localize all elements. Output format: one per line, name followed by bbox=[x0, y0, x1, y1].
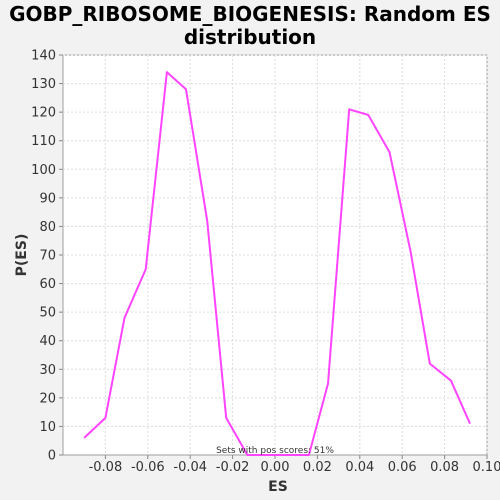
x-tick-label: 0.04 bbox=[345, 460, 374, 475]
y-tick-label: 140 bbox=[31, 49, 56, 64]
x-tick-label: -0.06 bbox=[131, 460, 165, 475]
series-line bbox=[83, 71, 471, 456]
x-tick-label: 0.06 bbox=[388, 460, 417, 475]
chart-title-line1: GOBP_RIBOSOME_BIOGENESIS: Random ES bbox=[9, 2, 491, 26]
y-tick-label: 70 bbox=[39, 249, 56, 264]
x-tick-label: -0.08 bbox=[89, 460, 123, 475]
y-tick-label: 90 bbox=[39, 191, 56, 206]
pos-scores-annotation: Sets with pos scores: 51% bbox=[216, 446, 334, 456]
y-axis-label: P(ES) bbox=[14, 234, 30, 277]
chart-title-line2: distribution bbox=[184, 25, 316, 49]
y-tick-label: 100 bbox=[31, 163, 56, 178]
x-tick-label: 0.10 bbox=[473, 460, 500, 475]
x-tick-label: 0.00 bbox=[261, 460, 290, 475]
y-tick-label: 40 bbox=[39, 334, 56, 349]
y-tick-label: 0 bbox=[48, 449, 56, 464]
x-tick-label: 0.02 bbox=[303, 460, 332, 475]
y-tick-label: 30 bbox=[39, 363, 56, 378]
x-axis-label: ES bbox=[268, 479, 288, 495]
y-tick-label: 60 bbox=[39, 277, 56, 292]
x-tick-label: 0.08 bbox=[430, 460, 459, 475]
series-layer bbox=[83, 71, 471, 456]
y-tick-label: 50 bbox=[39, 306, 56, 321]
x-tick-label: -0.04 bbox=[173, 460, 207, 475]
y-tick-label: 10 bbox=[39, 420, 56, 435]
axis-ticks: -0.08 -0.06 -0.04 -0.02 0.00 0.02 0.04 0.06 0.08… bbox=[31, 49, 500, 476]
y-tick-label: 20 bbox=[39, 391, 56, 406]
x-tick-label: -0.02 bbox=[216, 460, 250, 475]
y-tick-label: 130 bbox=[31, 77, 56, 92]
y-tick-label: 110 bbox=[31, 134, 56, 149]
y-tick-label: 120 bbox=[31, 106, 56, 121]
y-tick-label: 80 bbox=[39, 220, 56, 235]
